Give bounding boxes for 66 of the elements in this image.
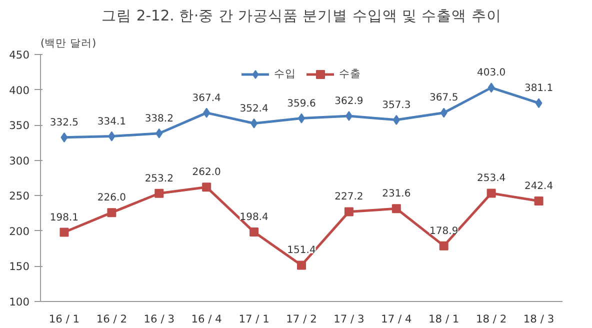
point	[344, 207, 354, 216]
data-label: 381.1	[524, 83, 554, 94]
point	[345, 110, 352, 121]
data-label: 253.2	[144, 173, 174, 184]
data-label: 226.0	[97, 192, 126, 204]
data-label: 231.6	[382, 188, 411, 200]
chart-title: 그림 2-12. 한·중 간 가공식품 분기별 수입액 및 수출액 추이	[102, 8, 502, 24]
y-tick-label: 400	[9, 84, 30, 97]
y-tick-label: 100	[9, 296, 30, 308]
data-label: 178.9	[430, 226, 458, 237]
point	[203, 108, 210, 118]
x-tick-label: 17 / 3	[334, 312, 364, 326]
point	[439, 241, 448, 250]
data-label: 242.4	[524, 181, 554, 192]
data-label: 151.4	[287, 245, 316, 256]
x-tick-label: 16 / 4	[191, 312, 222, 326]
point	[488, 82, 495, 93]
data-label: 367.4	[192, 92, 221, 104]
point	[250, 118, 258, 128]
y-tick-label: 450	[9, 48, 30, 62]
y-tick-label: 350	[9, 119, 30, 132]
data-label: 198.1	[50, 212, 79, 224]
x-tick-label: 16 / 1	[48, 312, 80, 326]
data-label: 332.5	[50, 117, 79, 128]
point	[486, 188, 496, 198]
data-label: 357.3	[382, 100, 411, 111]
y-tick-label: 200	[9, 224, 30, 238]
x-tick-label: 18 / 3	[523, 312, 554, 326]
data-label: 403.0	[477, 68, 506, 79]
point	[250, 228, 259, 237]
point	[392, 204, 401, 214]
data-label: 352.4	[240, 103, 268, 114]
data-label: 367.5	[430, 92, 458, 104]
y-axis-title: (백만 달러)	[40, 36, 96, 50]
point	[108, 131, 116, 142]
point	[534, 196, 544, 206]
point	[154, 188, 164, 198]
x-tick-label: 16 / 3	[144, 312, 175, 326]
x-tick-label: 17 / 4	[381, 312, 412, 326]
legend-label: 수입	[274, 67, 296, 81]
x-tick-label: 18 / 1	[428, 312, 460, 326]
point	[60, 132, 68, 142]
point	[392, 114, 400, 125]
point	[440, 108, 448, 118]
legend-label: 수출	[339, 67, 361, 81]
y-tick-label: 300	[9, 154, 30, 168]
data-label: 359.6	[287, 98, 316, 110]
data-label: 262.0	[192, 167, 221, 178]
y-tick-label: 250	[9, 190, 30, 203]
data-label: 227.2	[334, 192, 364, 203]
x-tick-label: 17 / 1	[238, 312, 270, 326]
x-tick-label: 17 / 2	[286, 312, 317, 326]
point	[297, 260, 306, 270]
point	[202, 182, 212, 192]
point	[156, 128, 163, 138]
data-label: 198.4	[240, 212, 268, 224]
point	[107, 208, 116, 218]
point	[535, 98, 542, 108]
data-label: 253.4	[477, 173, 506, 184]
x-tick-label: 16 / 2	[96, 312, 128, 326]
x-tick-label: 18 / 2	[476, 312, 507, 326]
y-tick-label: 150	[9, 260, 30, 274]
data-label: 338.2	[144, 113, 174, 124]
data-label: 362.9	[334, 96, 364, 107]
point	[60, 228, 69, 237]
data-label: 334.1	[97, 116, 126, 128]
